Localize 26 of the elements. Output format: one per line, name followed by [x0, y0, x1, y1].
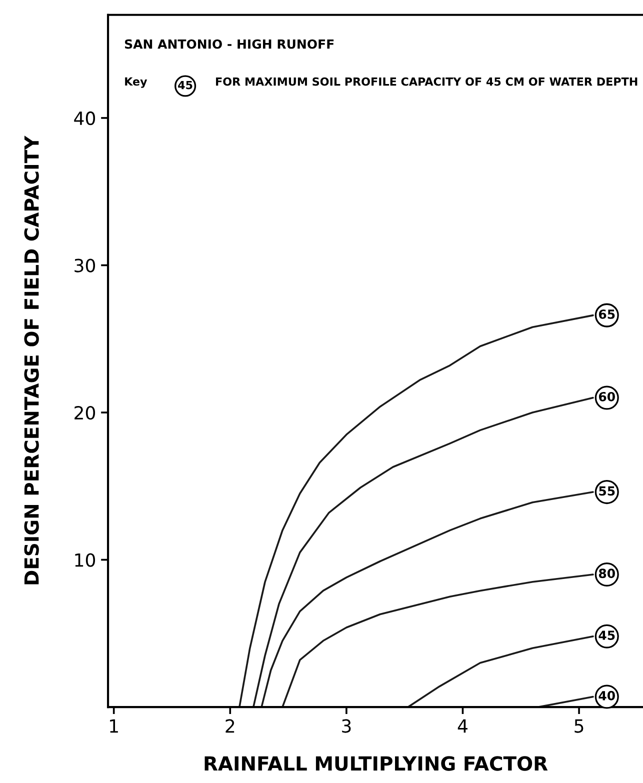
x-tick-label: 1 — [110, 719, 118, 733]
line-series — [407, 635, 594, 708]
series-label: 60 — [598, 392, 615, 402]
x-axis-title: RAINFALL MULTIPLYING FACTOR — [204, 756, 548, 771]
annotation: FOR MAXIMUM SOIL PROFILE CAPACITY OF 45 CM OF WATER DEPTH — [216, 77, 638, 86]
y-tick-label: 10 — [75, 553, 96, 567]
y-tick-label: 30 — [74, 258, 96, 272]
series-label: 55 — [599, 486, 615, 496]
y-tick-label: 40 — [74, 111, 96, 126]
x-tick-label: 2 — [226, 719, 234, 733]
series-label: 45 — [598, 630, 615, 640]
y-axis-title: DESIGN PERCENTAGE OF FIELD CAPACITY — [24, 136, 39, 584]
text: SAN ANTONIO - HIGH RUNOFF — [124, 39, 334, 49]
annotation: Key — [125, 77, 148, 88]
line-series — [252, 396, 594, 708]
annotation: 45 — [178, 80, 192, 90]
x-tick-label: 4 — [458, 719, 468, 733]
y-tick-label: 20 — [74, 406, 96, 420]
x-tick-label: 3 — [342, 719, 351, 733]
line-series — [282, 574, 594, 708]
line-series — [238, 314, 594, 708]
line-series — [260, 491, 594, 708]
series-label: 65 — [598, 309, 615, 319]
x-tick-label: 5 — [574, 719, 584, 733]
series-label: 80 — [598, 568, 615, 578]
series-label: 40 — [598, 690, 615, 700]
